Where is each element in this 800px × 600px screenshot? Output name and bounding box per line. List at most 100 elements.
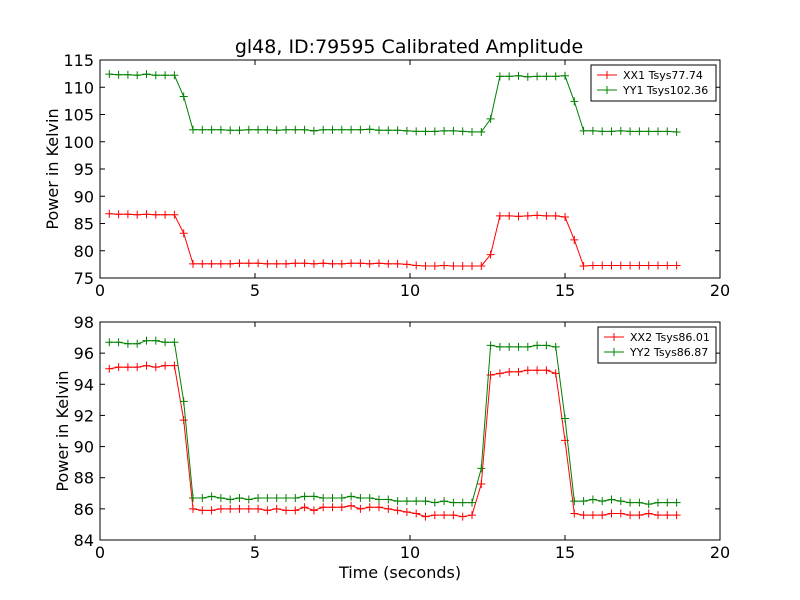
data-point bbox=[449, 126, 458, 135]
data-point bbox=[179, 397, 188, 406]
data-point bbox=[440, 497, 449, 506]
data-point bbox=[393, 506, 402, 515]
data-point bbox=[533, 211, 542, 220]
data-point bbox=[300, 259, 309, 268]
x-tick-label: 0 bbox=[95, 543, 105, 562]
data-point bbox=[123, 363, 132, 372]
series-line bbox=[109, 340, 677, 505]
y-tick-label: 110 bbox=[63, 78, 94, 97]
data-point bbox=[198, 493, 207, 502]
data-point bbox=[616, 497, 625, 506]
data-point bbox=[356, 504, 365, 513]
data-point bbox=[412, 127, 421, 136]
data-point bbox=[114, 210, 123, 219]
data-point bbox=[393, 259, 402, 268]
data-point bbox=[616, 126, 625, 135]
data-point bbox=[644, 509, 653, 518]
data-point bbox=[542, 72, 551, 81]
data-point bbox=[161, 71, 170, 80]
data-point bbox=[449, 498, 458, 507]
legend-label: YY2 Tsys86.87 bbox=[629, 346, 708, 359]
x-tick-label: 15 bbox=[555, 281, 575, 300]
data-point bbox=[570, 497, 579, 506]
y-tick-label: 92 bbox=[74, 406, 94, 425]
data-point bbox=[179, 92, 188, 101]
data-point bbox=[114, 70, 123, 79]
data-point bbox=[142, 210, 151, 219]
chart-title: gl48, ID:79595 Calibrated Amplitude bbox=[235, 36, 583, 58]
data-point bbox=[579, 126, 588, 135]
legend-label: XX1 Tsys77.74 bbox=[623, 69, 703, 82]
data-point bbox=[356, 259, 365, 268]
data-point bbox=[170, 71, 179, 80]
data-point bbox=[486, 114, 495, 123]
data-point bbox=[189, 125, 197, 134]
y-tick-label: 115 bbox=[63, 51, 94, 70]
data-point bbox=[309, 259, 318, 268]
data-point bbox=[216, 504, 225, 513]
series-2 bbox=[105, 336, 681, 509]
data-point bbox=[189, 504, 197, 513]
data-point bbox=[542, 211, 551, 220]
data-point bbox=[244, 125, 253, 134]
data-point bbox=[309, 126, 318, 135]
data-point bbox=[598, 127, 607, 136]
data-point bbox=[198, 125, 207, 134]
data-point bbox=[151, 336, 160, 345]
data-point bbox=[626, 498, 635, 507]
data-point bbox=[161, 210, 170, 219]
data-point bbox=[672, 498, 681, 507]
data-point bbox=[328, 125, 337, 134]
data-point bbox=[375, 126, 383, 135]
data-point bbox=[235, 493, 244, 502]
data-point bbox=[644, 500, 653, 509]
data-point bbox=[598, 497, 607, 506]
data-point bbox=[337, 503, 346, 512]
x-tick-label: 20 bbox=[710, 281, 730, 300]
data-point bbox=[179, 416, 188, 425]
data-point bbox=[300, 125, 309, 134]
data-point bbox=[384, 504, 393, 513]
data-point bbox=[542, 366, 551, 375]
data-point bbox=[114, 363, 123, 372]
data-point bbox=[607, 127, 616, 136]
data-point bbox=[189, 493, 197, 502]
data-point bbox=[282, 493, 290, 502]
data-point bbox=[468, 262, 476, 271]
legend-label: XX2 Tsys86.01 bbox=[630, 331, 710, 344]
data-point bbox=[328, 493, 337, 502]
chart-2: 0 5 10 15 20 84 86 88 90 92 94 96 98 Power in Kelvin T… bbox=[53, 313, 730, 582]
data-point bbox=[123, 210, 132, 219]
data-point bbox=[430, 498, 439, 507]
data-point bbox=[421, 127, 430, 136]
data-point bbox=[375, 503, 383, 512]
data-point bbox=[254, 125, 263, 134]
data-point bbox=[263, 493, 272, 502]
y-tick-label: 94 bbox=[74, 375, 94, 394]
data-point bbox=[133, 339, 142, 348]
data-point bbox=[226, 495, 235, 504]
data-point bbox=[207, 259, 216, 268]
data-point bbox=[272, 259, 281, 268]
data-point bbox=[151, 210, 160, 219]
data-point bbox=[216, 493, 225, 502]
data-point bbox=[644, 261, 653, 270]
data-point bbox=[384, 126, 393, 135]
data-point bbox=[523, 211, 532, 220]
data-point bbox=[449, 511, 458, 520]
data-point bbox=[421, 497, 430, 506]
data-point bbox=[291, 493, 300, 502]
data-point bbox=[291, 506, 300, 515]
data-point bbox=[505, 367, 514, 376]
data-point bbox=[402, 260, 411, 269]
data-point bbox=[505, 211, 514, 220]
data-point bbox=[142, 70, 151, 79]
data-point bbox=[626, 127, 635, 136]
data-point bbox=[272, 493, 281, 502]
x-tick-label: 20 bbox=[710, 543, 730, 562]
data-point bbox=[505, 342, 514, 351]
data-point bbox=[635, 498, 644, 507]
data-point bbox=[551, 369, 560, 378]
data-point bbox=[495, 72, 504, 81]
